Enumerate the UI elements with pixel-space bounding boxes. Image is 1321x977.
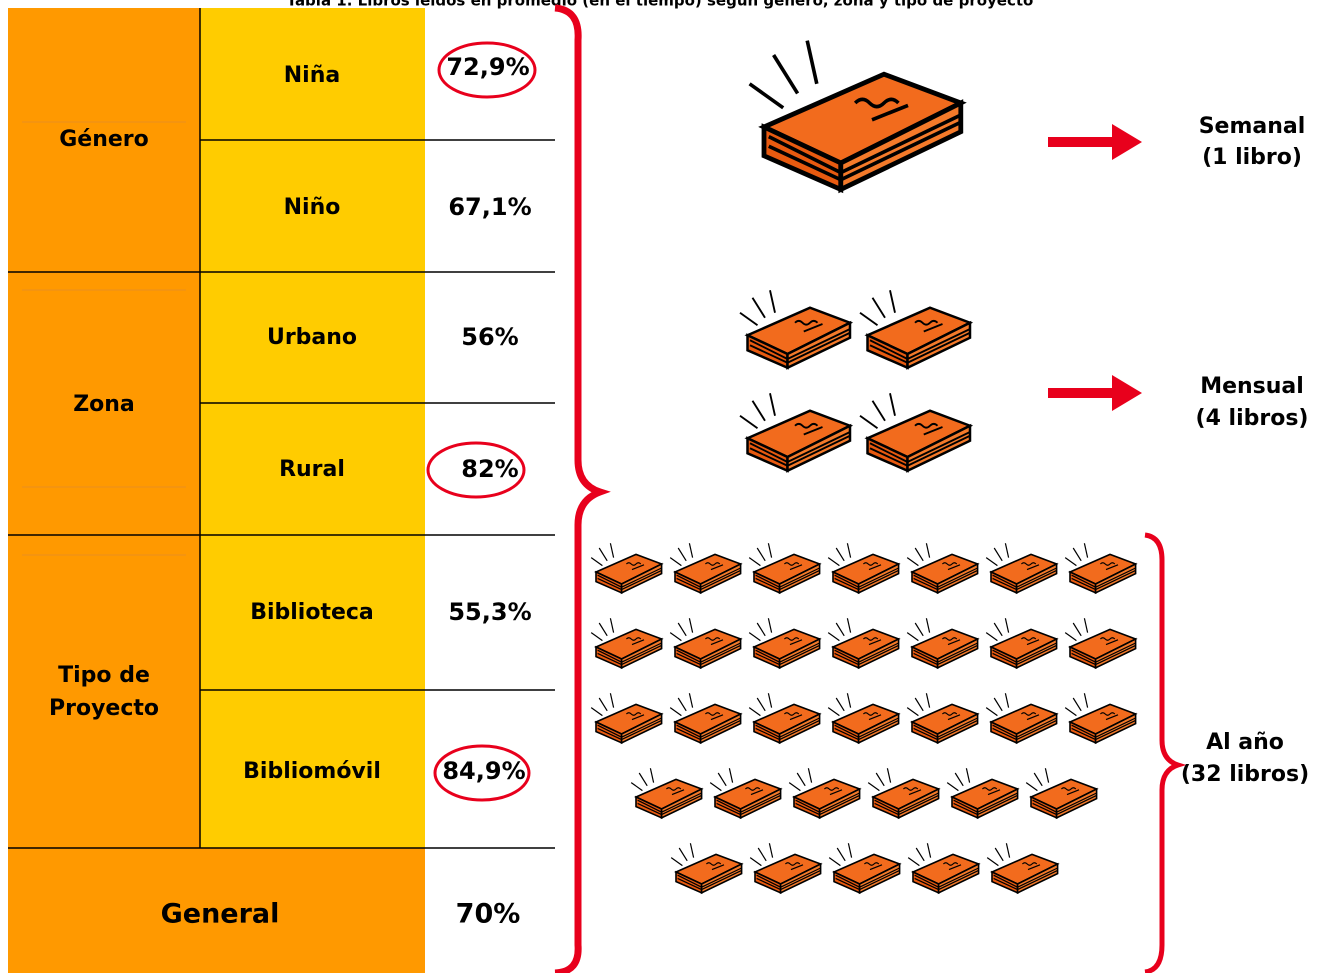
book-icon	[986, 842, 1059, 894]
table-lines	[8, 8, 555, 849]
book-icon	[1064, 692, 1137, 744]
row-label: Niña	[284, 63, 340, 88]
book-icon	[867, 767, 940, 819]
general-label: General	[161, 899, 280, 930]
row-value: 67,1%	[448, 193, 531, 221]
brace	[1144, 532, 1187, 975]
book-icon	[985, 542, 1058, 594]
book-icon	[985, 617, 1058, 669]
book-icon	[630, 767, 703, 819]
book-icon	[827, 542, 900, 594]
book-icon	[738, 288, 852, 370]
row-label: Niño	[284, 195, 341, 220]
group-label: Proyecto	[49, 696, 159, 721]
row-value: 55,3%	[448, 598, 531, 626]
book-icon	[828, 842, 901, 894]
frequency-label: Al año	[1206, 730, 1284, 755]
book-icon	[985, 692, 1058, 744]
book-icon	[590, 542, 663, 594]
row-value: 72,9%	[446, 53, 529, 81]
frequency-label: Semanal	[1199, 114, 1306, 139]
title: Tabla 1. Libros leídos en promedio (en e…	[287, 0, 1034, 10]
book-icon	[906, 542, 979, 594]
book-icon	[858, 391, 972, 473]
row-column	[200, 8, 425, 848]
book-icon	[590, 692, 663, 744]
book-icon	[709, 767, 782, 819]
book-icon	[748, 692, 821, 744]
book-icons	[590, 41, 1137, 894]
row-label: Biblioteca	[250, 600, 374, 625]
row-value: 82%	[461, 455, 518, 483]
book-icon	[907, 842, 980, 894]
group-label: Tipo de	[58, 663, 150, 688]
book-icon	[748, 617, 821, 669]
book-icon	[590, 617, 663, 669]
general-value: 70%	[456, 899, 521, 930]
frequency-label: (32 libros)	[1181, 762, 1309, 787]
group-label: Zona	[73, 392, 135, 417]
book-icon	[1064, 617, 1137, 669]
arrow	[1048, 124, 1142, 411]
highlight	[426, 41, 537, 802]
row-label: Bibliomóvil	[243, 759, 381, 784]
row-label: Rural	[279, 457, 345, 482]
frequency-label: (1 libro)	[1202, 145, 1302, 170]
book-icon	[749, 842, 822, 894]
frequency-label: (4 libros)	[1196, 406, 1309, 431]
group-label: Género	[59, 127, 149, 152]
group-column	[8, 8, 200, 973]
book-icon	[906, 692, 979, 744]
book-icon	[827, 617, 900, 669]
book-icon	[1025, 767, 1098, 819]
brace	[554, 4, 611, 977]
book-icon	[946, 767, 1019, 819]
book-icon	[750, 41, 961, 190]
book-icon	[669, 542, 742, 594]
row-value: 56%	[461, 323, 518, 351]
book-icon	[788, 767, 861, 819]
book-icon	[670, 842, 743, 894]
book-icon	[738, 391, 852, 473]
book-icon	[669, 617, 742, 669]
book-icon	[748, 542, 821, 594]
faint-lines	[22, 121, 186, 556]
book-icon	[858, 288, 972, 370]
row-label: Urbano	[267, 325, 357, 350]
row-value: 84,9%	[442, 757, 525, 785]
book-icon	[827, 692, 900, 744]
general-cell	[8, 848, 425, 973]
book-icon	[1064, 542, 1137, 594]
book-icon	[906, 617, 979, 669]
book-icon	[669, 692, 742, 744]
frequency-label: Mensual	[1200, 374, 1304, 399]
